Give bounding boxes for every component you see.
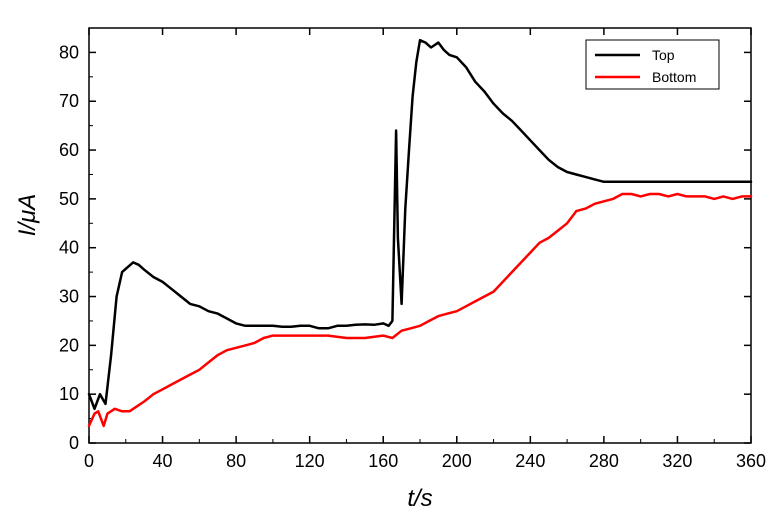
y-axis-ticks: 0 10 20 30 40 50 60 70 80 <box>59 42 751 453</box>
y-tick-label: 20 <box>59 335 79 355</box>
y-tick-label: 10 <box>59 384 79 404</box>
y-tick-label: 30 <box>59 287 79 307</box>
y-tick-label: 0 <box>69 433 79 453</box>
x-tick-label: 360 <box>736 451 766 471</box>
plot-frame <box>88 27 752 444</box>
x-tick-label: 280 <box>589 451 619 471</box>
y-axis-title: I/μA <box>14 194 41 237</box>
x-tick-label: 240 <box>515 451 545 471</box>
x-tick-label: 200 <box>442 451 472 471</box>
y-tick-label: 70 <box>59 91 79 111</box>
x-tick-label: 120 <box>295 451 325 471</box>
series-line-top <box>87 38 753 411</box>
series-layer <box>87 38 753 428</box>
x-tick-label: 160 <box>368 451 398 471</box>
x-tick-label: 320 <box>662 451 692 471</box>
x-tick-label: 40 <box>153 451 173 471</box>
legend-label-bottom: Bottom <box>652 69 696 85</box>
series-line-bottom <box>87 192 753 428</box>
legend-box <box>585 39 720 90</box>
y-tick-label: 50 <box>59 189 79 209</box>
x-tick-label: 0 <box>84 451 94 471</box>
legend-label-top: Top <box>652 47 675 63</box>
x-axis-title: t/s <box>407 485 432 512</box>
x-axis-ticks: 0 40 80 120 160 200 240 280 320 360 <box>84 28 766 471</box>
y-tick-label: 60 <box>59 140 79 160</box>
y-tick-label: 40 <box>59 238 79 258</box>
y-tick-label: 80 <box>59 42 79 62</box>
legend: Top Bottom <box>585 39 720 90</box>
x-tick-label: 80 <box>226 451 246 471</box>
